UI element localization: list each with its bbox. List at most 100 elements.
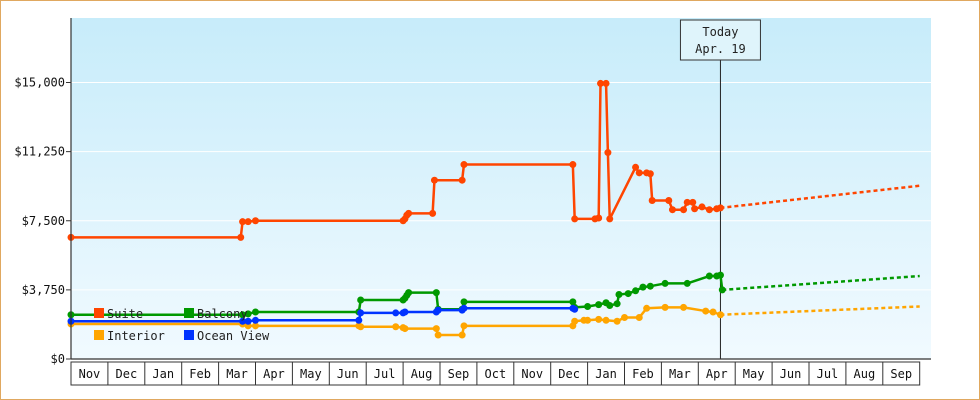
legend-label-interior: Interior xyxy=(107,329,165,343)
series-suite xyxy=(67,79,920,241)
suite-point xyxy=(430,176,438,184)
axes xyxy=(70,18,931,360)
x-axis-months: Nov Dec Jan Feb Mar Apr May Jun Jul Aug Sep Oct Nov D… xyxy=(70,361,921,386)
interior-point xyxy=(635,314,643,322)
suite-point xyxy=(698,203,706,211)
interior-point xyxy=(357,323,365,331)
y-tick-label: $7,500 xyxy=(22,214,65,228)
suite-point xyxy=(429,209,437,217)
month-label: May xyxy=(300,367,322,381)
suite-point xyxy=(665,196,673,204)
legend-swatch-suite xyxy=(94,308,104,318)
month-label: Sep xyxy=(890,367,912,381)
month-label: Jun xyxy=(337,367,359,381)
balcony-point xyxy=(716,271,724,279)
balcony-point xyxy=(632,287,640,295)
balcony-point xyxy=(646,282,654,290)
balcony-point xyxy=(624,290,632,298)
suite-point xyxy=(632,163,640,171)
ocean-view-point xyxy=(401,308,409,316)
legend-swatch-ocean-view xyxy=(184,330,194,340)
suite-point xyxy=(635,169,643,177)
interior-point xyxy=(613,317,621,325)
suite-point xyxy=(680,206,688,214)
balcony-point xyxy=(460,298,468,306)
y-tick-label: $3,750 xyxy=(22,283,65,297)
grid-lines xyxy=(71,82,931,291)
ocean-view-point xyxy=(460,304,468,312)
suite-point xyxy=(595,214,603,222)
month-axis-box xyxy=(70,361,921,386)
balcony-point xyxy=(613,300,621,308)
month-label: Aug xyxy=(854,367,876,381)
month-label: Jul xyxy=(374,367,396,381)
balcony-point xyxy=(705,272,713,280)
interior-point xyxy=(458,331,466,339)
balcony-point xyxy=(615,290,623,298)
suite-point xyxy=(405,209,413,217)
suite-point xyxy=(597,79,605,87)
legend-label-balcony: Balcony xyxy=(197,307,248,321)
month-label: Apr xyxy=(706,367,728,381)
month-label: Mar xyxy=(226,367,248,381)
balcony-point xyxy=(683,279,691,287)
balcony-point xyxy=(405,289,413,297)
interior-point xyxy=(460,322,468,330)
legend-swatch-interior xyxy=(94,330,104,340)
month-label: Nov xyxy=(521,367,543,381)
interior-point xyxy=(702,307,710,315)
month-label: Feb xyxy=(189,367,211,381)
month-label: Jan xyxy=(152,367,174,381)
ocean-view-point xyxy=(434,306,442,314)
y-tick-label: $15,000 xyxy=(14,76,65,90)
balcony-point xyxy=(239,311,247,319)
legend-label-ocean-view: Ocean View xyxy=(197,329,270,343)
suite-point xyxy=(569,161,577,169)
balcony-point xyxy=(569,298,577,306)
legend: Suite Balcony Interior Ocean View xyxy=(94,307,270,343)
balcony-point xyxy=(595,301,603,309)
ocean-view-point xyxy=(239,317,247,325)
month-label: Dec xyxy=(116,367,138,381)
balcony-point xyxy=(432,289,440,297)
y-tick-labels: $0 $3,750 $7,500 $11,250 $15,000 xyxy=(14,76,71,366)
today-box xyxy=(679,19,761,61)
series-group xyxy=(67,79,920,339)
balcony-point xyxy=(661,279,669,287)
month-label: Mar xyxy=(669,367,691,381)
suite-point xyxy=(239,218,247,226)
month-label: Jan xyxy=(595,367,617,381)
interior-point xyxy=(434,331,442,339)
balcony-point xyxy=(357,296,365,304)
balcony-point xyxy=(639,283,647,291)
ocean-view-point xyxy=(355,316,363,324)
y-tick-label: $11,250 xyxy=(14,145,65,159)
interior-point xyxy=(602,316,610,324)
suite-point xyxy=(691,205,699,213)
balcony-point xyxy=(252,308,259,316)
interior-point xyxy=(432,325,440,333)
suite-point xyxy=(648,196,656,204)
month-label: Oct xyxy=(485,367,507,381)
month-label: Aug xyxy=(411,367,433,381)
interior-point xyxy=(401,325,409,333)
legend-label-suite: Suite xyxy=(107,307,143,321)
ocean-view-point xyxy=(244,317,252,325)
ocean-view-point xyxy=(357,309,365,317)
suite-point xyxy=(571,215,579,223)
today-date: Apr. 19 xyxy=(695,42,746,56)
suite-point xyxy=(237,233,245,241)
ocean-view-point xyxy=(571,305,579,313)
interior-point xyxy=(621,314,628,322)
suite-forecast-line xyxy=(720,184,920,210)
suite-point xyxy=(705,206,713,214)
interior-point xyxy=(643,304,651,312)
month-label: Feb xyxy=(632,367,654,381)
suite-point xyxy=(689,198,697,206)
interior-point xyxy=(571,317,579,325)
suite-point xyxy=(646,170,654,178)
balcony-point xyxy=(606,302,614,310)
today-label: Today xyxy=(702,25,738,39)
interior-point xyxy=(680,303,688,311)
